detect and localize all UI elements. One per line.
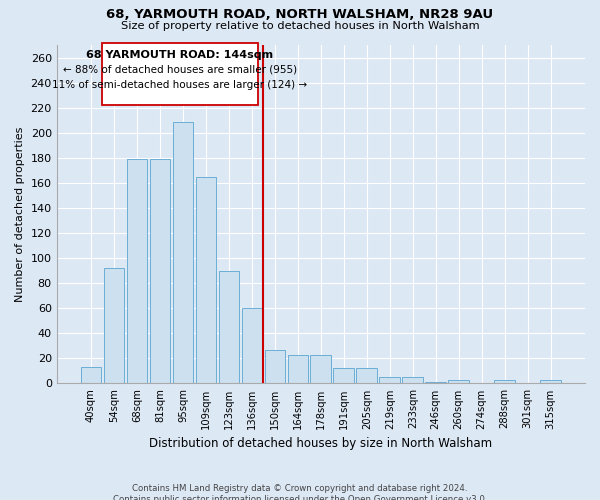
Bar — [425, 382, 446, 384]
Bar — [80, 367, 101, 384]
Text: 68 YARMOUTH ROAD: 144sqm: 68 YARMOUTH ROAD: 144sqm — [86, 50, 274, 59]
Text: 11% of semi-detached houses are larger (124) →: 11% of semi-detached houses are larger (… — [52, 80, 308, 90]
Bar — [173, 122, 193, 384]
Bar — [494, 380, 515, 384]
Text: Contains public sector information licensed under the Open Government Licence v3: Contains public sector information licen… — [113, 495, 487, 500]
Text: ← 88% of detached houses are smaller (955): ← 88% of detached houses are smaller (95… — [63, 65, 297, 75]
Bar — [379, 377, 400, 384]
Text: Contains HM Land Registry data © Crown copyright and database right 2024.: Contains HM Land Registry data © Crown c… — [132, 484, 468, 493]
Bar — [196, 177, 216, 384]
FancyBboxPatch shape — [102, 43, 258, 106]
X-axis label: Distribution of detached houses by size in North Walsham: Distribution of detached houses by size … — [149, 437, 493, 450]
Text: Size of property relative to detached houses in North Walsham: Size of property relative to detached ho… — [121, 21, 479, 31]
Text: 68, YARMOUTH ROAD, NORTH WALSHAM, NR28 9AU: 68, YARMOUTH ROAD, NORTH WALSHAM, NR28 9… — [106, 8, 494, 20]
Bar — [265, 350, 285, 384]
Bar — [541, 380, 561, 384]
Bar — [149, 160, 170, 384]
Bar — [448, 380, 469, 384]
Bar — [104, 268, 124, 384]
Bar — [310, 354, 331, 384]
Bar — [356, 368, 377, 384]
Bar — [242, 308, 262, 384]
Bar — [127, 160, 148, 384]
Bar — [218, 270, 239, 384]
Bar — [403, 377, 423, 384]
Bar — [287, 354, 308, 384]
Y-axis label: Number of detached properties: Number of detached properties — [15, 126, 25, 302]
Bar — [334, 368, 354, 384]
